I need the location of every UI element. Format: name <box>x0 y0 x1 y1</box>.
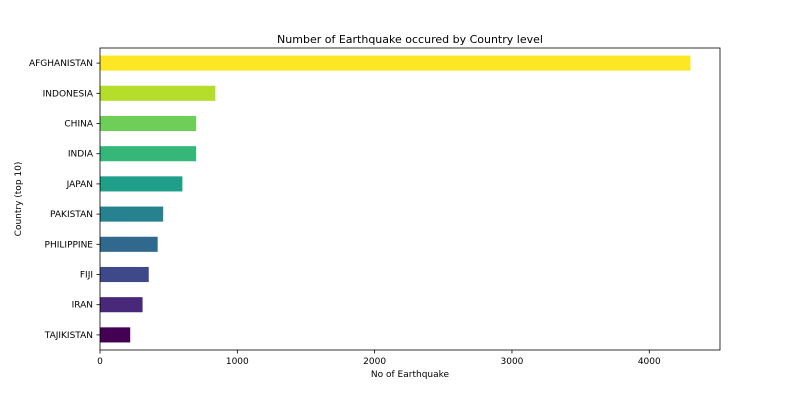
y-axis-ticks: AFGHANISTAN INDONESIA CHINA INDIA JAPAN PAKIS… <box>29 59 100 341</box>
plot-frame <box>99 47 721 351</box>
y-tick-label: IRAN <box>72 301 93 311</box>
bar-india <box>100 146 197 162</box>
bar-indonesia <box>100 85 216 101</box>
bar-afghanistan <box>100 55 691 71</box>
y-tick-label: TAJIKISTAN <box>44 331 93 341</box>
x-axis-ticks: 0 1000 2000 3000 4000 <box>97 350 661 367</box>
y-axis-label: Country (top 10) <box>14 162 24 237</box>
bar-fiji <box>100 266 149 283</box>
bars-group <box>100 55 691 343</box>
bar-philippine <box>100 236 158 252</box>
y-tick-label: FIJI <box>80 271 93 281</box>
bar-china <box>100 115 197 132</box>
x-tick-label: 0 <box>97 357 103 367</box>
x-tick-label: 1000 <box>226 357 249 367</box>
y-tick-label: PAKISTAN <box>50 210 93 220</box>
x-tick-label: 3000 <box>501 357 524 367</box>
x-tick-label: 2000 <box>363 357 386 367</box>
x-tick-label: 4000 <box>638 357 661 367</box>
y-tick-label: JAPAN <box>66 180 93 190</box>
y-tick-label: CHINA <box>64 120 93 130</box>
bar-tajikistan <box>100 327 131 343</box>
y-tick-label: INDONESIA <box>43 89 94 99</box>
chart-title: Number of Earthquake occured by Country … <box>277 33 543 46</box>
y-tick-label: PHILIPPINE <box>45 240 94 250</box>
bar-iran <box>100 297 143 313</box>
y-tick-label: AFGHANISTAN <box>29 59 93 69</box>
bar-pakistan <box>100 206 164 222</box>
bar-japan <box>100 176 183 192</box>
x-axis-label: No of Earthquake <box>371 370 450 380</box>
y-tick-label: INDIA <box>68 150 94 160</box>
